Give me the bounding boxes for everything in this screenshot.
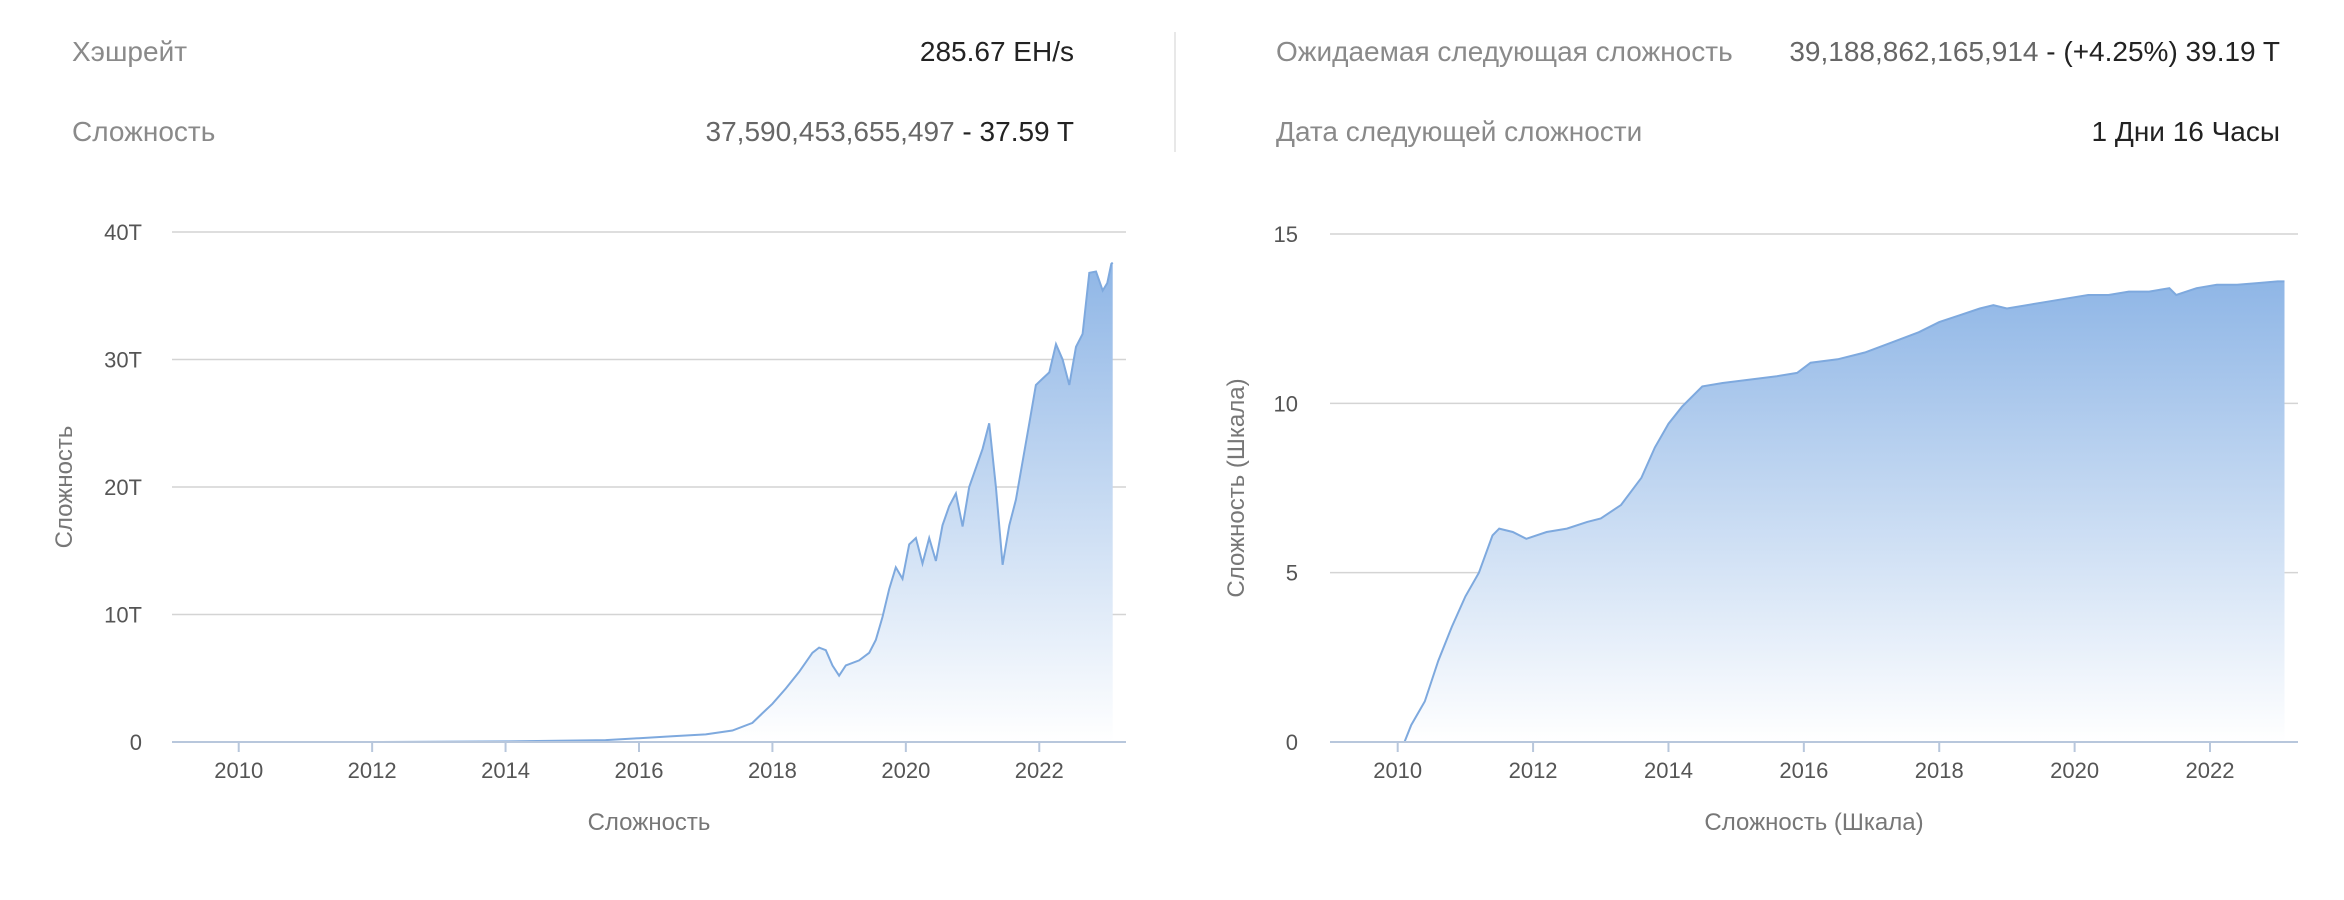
hashrate-value: 285.67 EH/s <box>919 36 1074 67</box>
chart2-y-tick-label: 5 <box>1286 561 1298 586</box>
chart1-x-tick-label: 2012 <box>348 758 397 783</box>
chart2-x-tick-label: 2018 <box>1915 758 1964 783</box>
chart2-x-tick-label: 2020 <box>2050 758 2099 783</box>
chart1-x-tick-label: 2010 <box>214 758 263 783</box>
chart1-y-tick-label: 0 <box>130 730 142 755</box>
difficulty-full: 37,590,453,655,497 <box>705 116 955 147</box>
next-difficulty-value: 39,188,862,165,914 - (+4.25%) 39.19 T <box>1789 36 2280 68</box>
chart1-x-tick-label: 2022 <box>1015 758 1064 783</box>
chart2-series-line <box>1330 280 2285 743</box>
next-date-row: Дата следующей сложности 1 Дни 16 Часы <box>1276 112 2280 152</box>
chart2-x-axis-caption: Сложность (Шкала) <box>1704 809 1923 836</box>
network-stats: Хэшрейт 285.67 EH/s Сложность 37,590,453… <box>0 0 2344 160</box>
hashrate-label: Хэшрейт <box>72 36 188 67</box>
chart1-x-tick-label: 2016 <box>615 758 664 783</box>
chart2-x-tick-label: 2016 <box>1779 758 1828 783</box>
chart1-x-tick-label: 2020 <box>881 758 930 783</box>
next-date-label: Дата следующей сложности <box>1276 116 1643 147</box>
chart2-x-tick-label: 2012 <box>1509 758 1558 783</box>
next-date-value: 1 Дни 16 Часы <box>2091 116 2280 147</box>
next-difficulty-label: Ожидаемая следующая сложность <box>1276 36 1733 67</box>
chart2-x-tick-label: 2014 <box>1644 758 1693 783</box>
chart1-x-tick-label: 2018 <box>748 758 797 783</box>
chart2-x-tick-label: 2022 <box>2186 758 2235 783</box>
difficulty-sep: - <box>954 116 980 147</box>
chart1-y-tick-label: 30T <box>104 348 142 373</box>
difficulty-value: 37,590,453,655,497 - 37.59 T <box>706 116 1074 148</box>
chart1-area <box>172 262 1113 742</box>
chart2-x-tick-label: 2010 <box>1373 758 1422 783</box>
hashrate-row: Хэшрейт 285.67 EH/s <box>72 32 1074 72</box>
chart1-y-axis-title: Сложность <box>51 426 78 549</box>
next-difficulty-row: Ожидаемая следующая сложность 39,188,862… <box>1276 32 2280 72</box>
chart1-series-line <box>172 261 1114 743</box>
chart2-y-tick-label: 10 <box>1274 391 1298 416</box>
chart1-y-tick-label: 10T <box>104 603 142 628</box>
chart2-y-axis-title: Сложность (Шкала) <box>1223 378 1250 597</box>
chart2-y-tick-label: 0 <box>1286 730 1298 755</box>
chart2-y-tick-label: 15 <box>1274 222 1298 247</box>
chart1-x-axis-caption: Сложность <box>588 809 711 836</box>
stats-divider <box>1174 32 1176 152</box>
chart1-x-tick-label: 2014 <box>481 758 530 783</box>
chart2-area <box>1330 281 2285 742</box>
next-difficulty-full: 39,188,862,165,914 <box>1789 36 2039 67</box>
difficulty-label: Сложность <box>72 116 216 147</box>
next-difficulty-rest: - (+4.25%) 39.19 T <box>2038 36 2280 67</box>
difficulty-short: 37.59 T <box>979 116 1074 147</box>
chart1-y-tick-label: 20T <box>104 475 142 500</box>
chart1-y-tick-label: 40T <box>104 220 142 245</box>
difficulty-row: Сложность 37,590,453,655,497 - 37.59 T <box>72 112 1074 152</box>
